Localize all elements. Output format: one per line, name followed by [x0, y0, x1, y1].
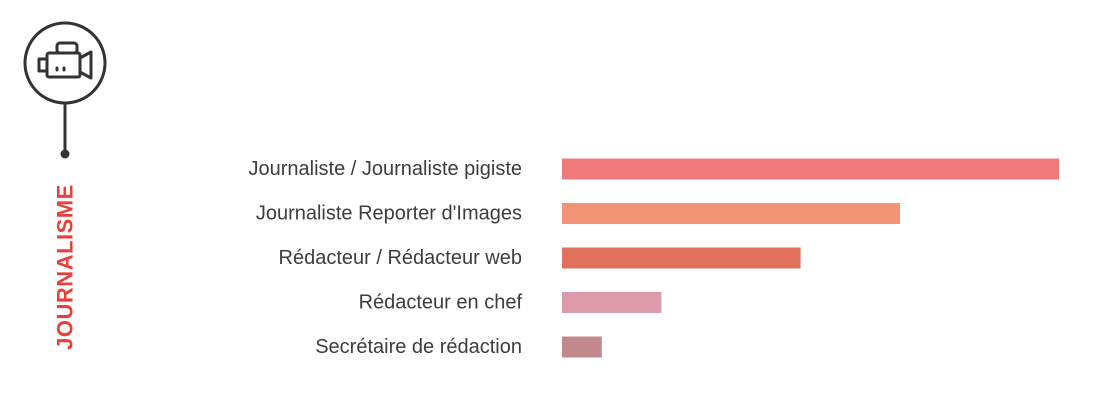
connector-dot — [60, 149, 70, 159]
bar — [562, 336, 602, 358]
icon-circle — [23, 21, 107, 105]
video-camera-icon — [37, 41, 93, 80]
bar-chart: Journaliste / Journaliste pigiste Journal… — [249, 158, 1059, 358]
bar — [562, 158, 1059, 180]
bar — [562, 247, 801, 269]
category-label: Secrétaire de rédaction — [315, 336, 522, 358]
section-marker: JOURNALISME — [23, 21, 107, 350]
category-label: Journaliste / Journaliste pigiste — [249, 158, 522, 180]
category-label: Rédacteur / Rédacteur web — [279, 247, 522, 269]
category-label: Journaliste Reporter d'Images — [256, 203, 522, 225]
section-title: JOURNALISME — [53, 184, 78, 350]
category-label: Rédacteur en chef — [359, 292, 523, 314]
bar — [562, 292, 662, 313]
bar — [562, 203, 900, 224]
